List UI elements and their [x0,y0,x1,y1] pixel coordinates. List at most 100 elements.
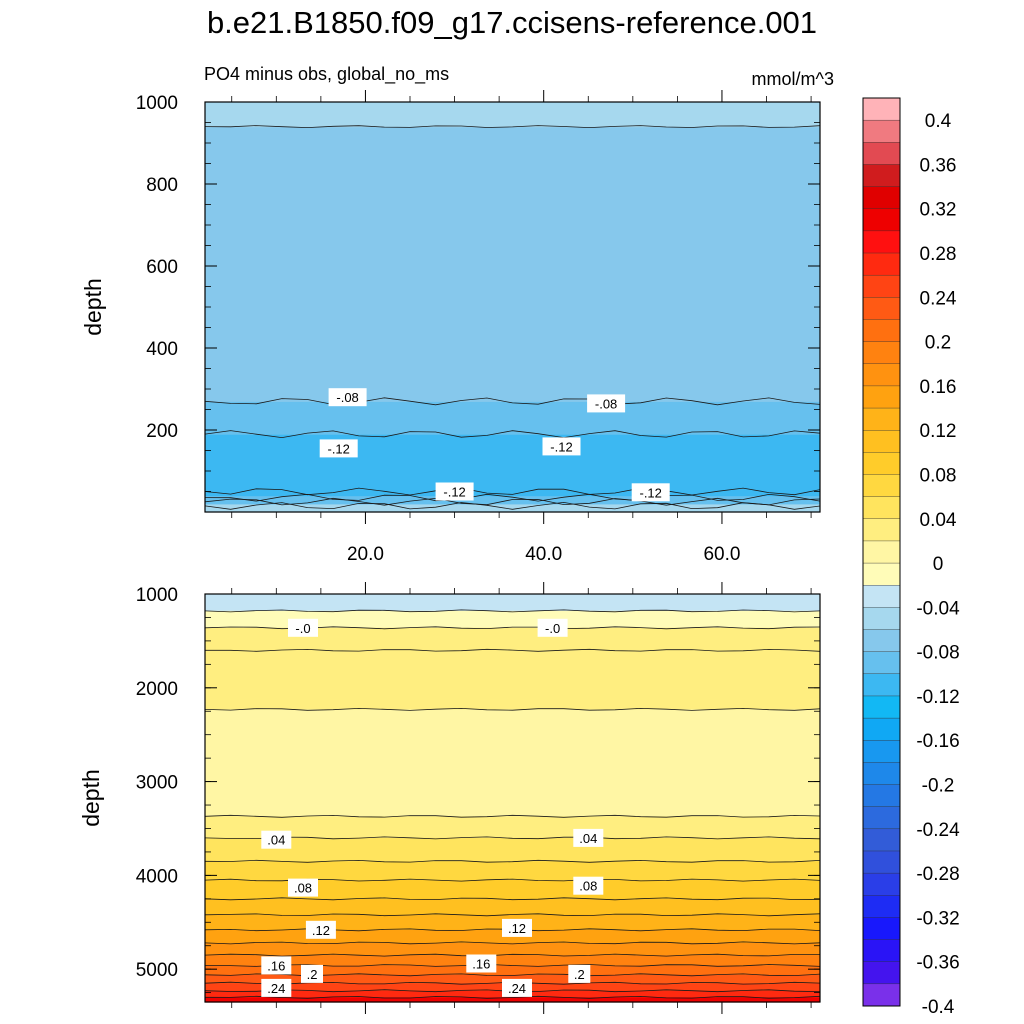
colorbar: 0.4 0.36 0.32 0.28 0.24 0.2 0.16 0.12 0.08 0.04 0 -… [862,97,960,1018]
lower-panel-contour-labels: -.0 -.0 .04 .04 .08 .08 .12 .12 .16 .16 .2 .2 .24 .24 [261,618,604,997]
contour-line [204,397,821,406]
colorbar-box [862,872,901,896]
contour-label-box [542,437,581,456]
contour-label-text: .08 [579,879,597,894]
contour-label: -.12 [542,437,581,456]
contour-label-text: -.08 [595,396,617,411]
contour-label: -.12 [435,482,474,501]
colorbar-box [862,562,901,586]
contour-label-box [288,878,318,897]
colorbar-box [862,474,901,498]
lower-panel-y-axis-label: depth [78,769,104,827]
colorbar-label: -0.4 [922,997,955,1018]
contour-line [204,995,821,999]
colorbar-box [862,939,901,963]
upper-panel-fill [205,102,820,513]
contour-label-box [537,618,568,637]
contour-label: .2 [301,964,323,983]
contour-label-text: .12 [508,921,526,936]
contour-label: .12 [305,920,336,939]
x-tick-label: 60.0 [703,544,740,565]
contour-line [205,648,821,652]
contour-label-text: .04 [267,833,285,848]
colorbar-label: -0.28 [916,864,959,885]
colorbar-label: -0.12 [916,687,959,708]
contour-label-text: .16 [472,957,490,972]
colorbar-box [862,585,901,608]
contour-line [204,501,821,510]
contour-label-box [573,828,604,847]
contour-band [205,102,820,128]
colorbar-box [862,740,901,763]
colorbar-box [862,142,901,165]
contour-label-box [301,964,323,983]
colorbar-label: 0.04 [920,510,957,531]
colorbar-box [862,341,901,365]
colorbar-box [862,850,901,874]
colorbar-label: 0.36 [920,155,957,176]
contour-label-box [288,618,318,637]
contour-label-box [587,394,626,413]
contour-label-box [435,482,474,501]
colorbar-box [862,186,901,210]
contour-line [204,953,820,957]
contour-label: .04 [261,830,292,849]
contour-band [205,126,820,402]
contour-label-box [261,978,292,997]
colorbar-box [862,673,901,697]
colorbar-label: 0.32 [920,200,957,221]
contour-label-text: -.08 [336,390,358,405]
contour-label: .12 [502,918,532,937]
upper-panel-x-ticks: 20.0 40.0 60.0 [231,90,812,565]
upper-panel-y-axis-label: depth [80,278,106,336]
contour-label-box [631,483,670,502]
contour-label-text: .24 [508,981,526,996]
contour-label: -.12 [319,439,358,458]
upper-panel-contour-labels: -.12 -.12 -.12 -.12 -.08 -.08 [319,388,670,502]
contour-band [205,594,820,612]
contour-label-box [502,978,532,997]
contour-line [204,913,821,917]
lower-panel-frame [204,593,821,1003]
colorbar-box [862,164,901,188]
colorbar-box [862,363,901,387]
contour-line [204,814,821,818]
contour-label-text: -.12 [639,485,661,500]
colorbar-labels: 0.4 0.36 0.32 0.28 0.24 0.2 0.16 0.12 0.08 0.04 0 -… [916,111,960,1018]
colorbar-box [862,607,901,631]
contour-label-text: .2 [307,967,318,982]
colorbar-box [862,97,901,121]
y-tick-label: 4000 [136,866,178,887]
colorbar-label: -0.32 [916,908,959,929]
colorbar-label: -0.36 [916,953,959,974]
contour-label-box [328,388,367,407]
contour-label: -.08 [328,388,367,407]
colorbar-box [862,806,901,830]
contour-label-box [502,918,532,937]
colorbar-box [862,961,901,985]
y-tick-label: 1000 [136,585,178,606]
contour-label-text: -.0 [545,621,560,636]
contour-band [205,880,820,900]
contour-line [204,836,821,840]
colorbar-label: -0.08 [916,643,959,664]
colorbar-label: 0.12 [920,421,957,442]
upper-panel: -.12 -.12 -.12 -.12 -.08 -.08 200 400 600 800 100… [80,90,821,565]
contour-label: .16 [466,954,497,973]
contour-band [205,816,820,839]
contour-label: -.12 [631,483,670,502]
y-tick-label: 600 [146,257,178,278]
contour-label: .08 [573,876,604,895]
y-tick-label: 1000 [136,93,178,114]
contour-label-text: .24 [267,981,285,996]
contour-label-text: .16 [267,958,285,973]
contour-band [205,955,820,967]
colorbar-label: 0 [933,554,944,575]
upper-panel-contours [204,125,821,510]
contour-label-box [466,954,497,973]
contour-label: -.0 [537,618,568,637]
contour-label: .24 [261,978,292,997]
contour-label-box [568,964,591,983]
colorbar-label: 0.28 [920,244,957,265]
